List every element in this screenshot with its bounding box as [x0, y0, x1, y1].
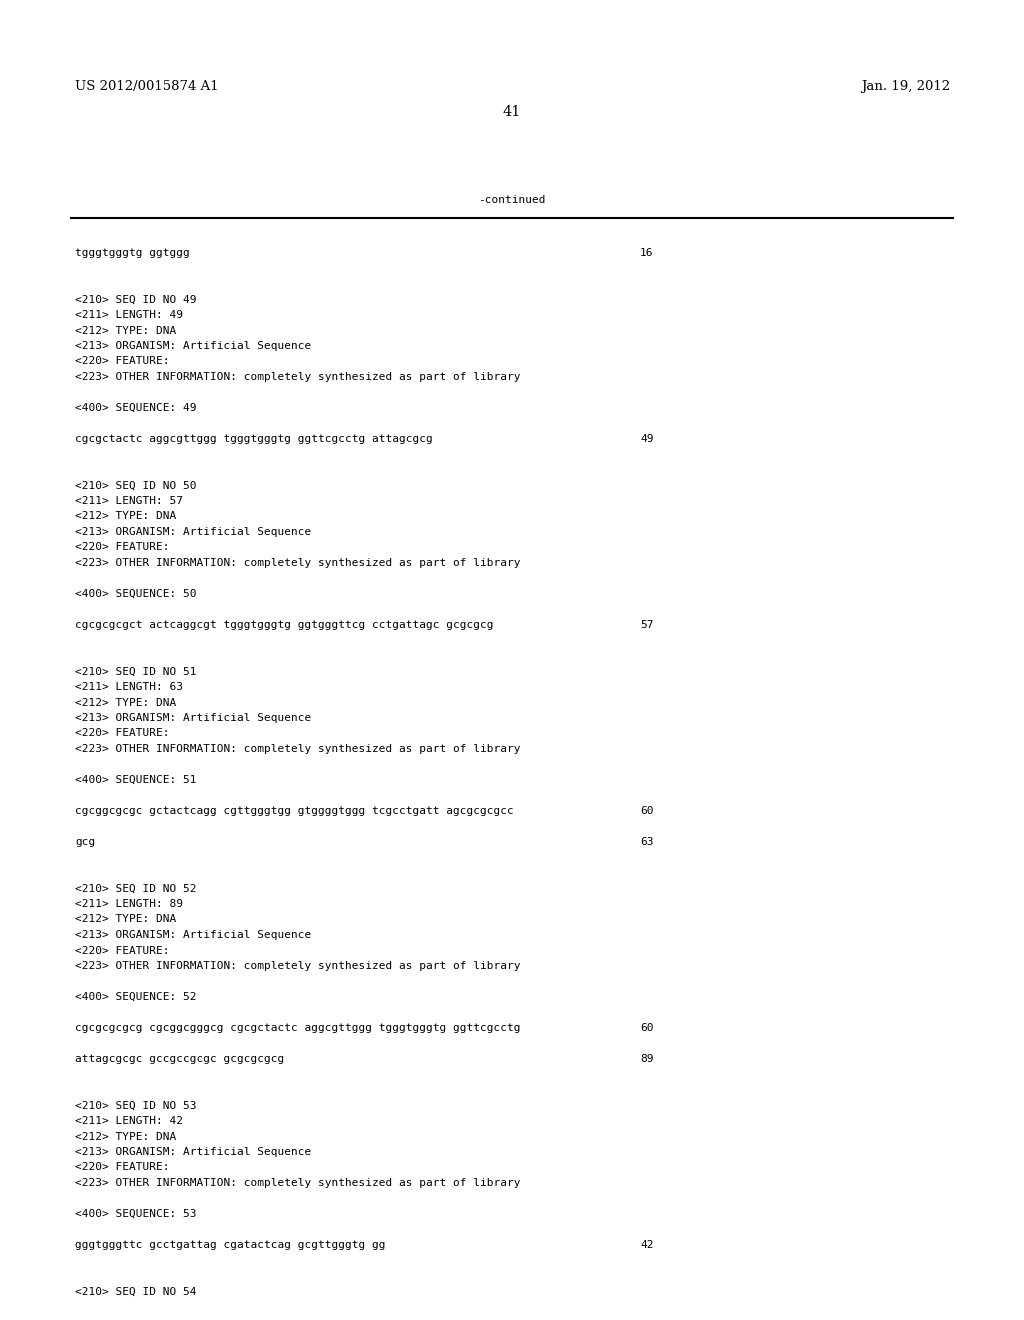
- Text: <223> OTHER INFORMATION: completely synthesized as part of library: <223> OTHER INFORMATION: completely synt…: [75, 961, 520, 972]
- Text: <212> TYPE: DNA: <212> TYPE: DNA: [75, 915, 176, 924]
- Text: <223> OTHER INFORMATION: completely synthesized as part of library: <223> OTHER INFORMATION: completely synt…: [75, 372, 520, 381]
- Text: <210> SEQ ID NO 49: <210> SEQ ID NO 49: [75, 294, 197, 305]
- Text: cgcgctactc aggcgttggg tgggtgggtg ggttcgcctg attagcgcg: cgcgctactc aggcgttggg tgggtgggtg ggttcgc…: [75, 434, 433, 444]
- Text: 89: 89: [640, 1053, 653, 1064]
- Text: cgcgcgcgcg cgcggcgggcg cgcgctactc aggcgttggg tgggtgggtg ggttcgcctg: cgcgcgcgcg cgcggcgggcg cgcgctactc aggcgt…: [75, 1023, 520, 1034]
- Text: <223> OTHER INFORMATION: completely synthesized as part of library: <223> OTHER INFORMATION: completely synt…: [75, 1177, 520, 1188]
- Text: <213> ORGANISM: Artificial Sequence: <213> ORGANISM: Artificial Sequence: [75, 527, 311, 537]
- Text: <223> OTHER INFORMATION: completely synthesized as part of library: <223> OTHER INFORMATION: completely synt…: [75, 558, 520, 568]
- Text: <210> SEQ ID NO 53: <210> SEQ ID NO 53: [75, 1101, 197, 1110]
- Text: <213> ORGANISM: Artificial Sequence: <213> ORGANISM: Artificial Sequence: [75, 1147, 311, 1158]
- Text: <220> FEATURE:: <220> FEATURE:: [75, 945, 170, 956]
- Text: <210> SEQ ID NO 52: <210> SEQ ID NO 52: [75, 883, 197, 894]
- Text: gggtgggttc gcctgattag cgatactcag gcgttgggtg gg: gggtgggttc gcctgattag cgatactcag gcgttgg…: [75, 1239, 385, 1250]
- Text: <400> SEQUENCE: 52: <400> SEQUENCE: 52: [75, 993, 197, 1002]
- Text: 49: 49: [640, 434, 653, 444]
- Text: <220> FEATURE:: <220> FEATURE:: [75, 543, 170, 553]
- Text: 63: 63: [640, 837, 653, 847]
- Text: <210> SEQ ID NO 51: <210> SEQ ID NO 51: [75, 667, 197, 676]
- Text: gcg: gcg: [75, 837, 95, 847]
- Text: <213> ORGANISM: Artificial Sequence: <213> ORGANISM: Artificial Sequence: [75, 341, 311, 351]
- Text: <400> SEQUENCE: 50: <400> SEQUENCE: 50: [75, 589, 197, 599]
- Text: 42: 42: [640, 1239, 653, 1250]
- Text: <220> FEATURE:: <220> FEATURE:: [75, 1163, 170, 1172]
- Text: attagcgcgc gccgccgcgc gcgcgcgcg: attagcgcgc gccgccgcgc gcgcgcgcg: [75, 1053, 285, 1064]
- Text: <211> LENGTH: 42: <211> LENGTH: 42: [75, 1115, 183, 1126]
- Text: -continued: -continued: [478, 195, 546, 205]
- Text: <212> TYPE: DNA: <212> TYPE: DNA: [75, 1131, 176, 1142]
- Text: <220> FEATURE:: <220> FEATURE:: [75, 356, 170, 367]
- Text: 57: 57: [640, 620, 653, 630]
- Text: <213> ORGANISM: Artificial Sequence: <213> ORGANISM: Artificial Sequence: [75, 931, 311, 940]
- Text: <220> FEATURE:: <220> FEATURE:: [75, 729, 170, 738]
- Text: <211> LENGTH: 89: <211> LENGTH: 89: [75, 899, 183, 909]
- Text: <400> SEQUENCE: 51: <400> SEQUENCE: 51: [75, 775, 197, 785]
- Text: <400> SEQUENCE: 53: <400> SEQUENCE: 53: [75, 1209, 197, 1218]
- Text: cgcgcgcgct actcaggcgt tgggtgggtg ggtgggttcg cctgattagc gcgcgcg: cgcgcgcgct actcaggcgt tgggtgggtg ggtgggt…: [75, 620, 494, 630]
- Text: <212> TYPE: DNA: <212> TYPE: DNA: [75, 326, 176, 335]
- Text: cgcggcgcgc gctactcagg cgttgggtgg gtggggtggg tcgcctgatt agcgcgcgcc: cgcggcgcgc gctactcagg cgttgggtgg gtggggt…: [75, 807, 514, 816]
- Text: <210> SEQ ID NO 50: <210> SEQ ID NO 50: [75, 480, 197, 491]
- Text: <213> ORGANISM: Artificial Sequence: <213> ORGANISM: Artificial Sequence: [75, 713, 311, 723]
- Text: <400> SEQUENCE: 49: <400> SEQUENCE: 49: [75, 403, 197, 413]
- Text: US 2012/0015874 A1: US 2012/0015874 A1: [75, 81, 219, 92]
- Text: <211> LENGTH: 57: <211> LENGTH: 57: [75, 496, 183, 506]
- Text: 16: 16: [640, 248, 653, 257]
- Text: <212> TYPE: DNA: <212> TYPE: DNA: [75, 511, 176, 521]
- Text: <223> OTHER INFORMATION: completely synthesized as part of library: <223> OTHER INFORMATION: completely synt…: [75, 744, 520, 754]
- Text: tgggtgggtg ggtggg: tgggtgggtg ggtggg: [75, 248, 189, 257]
- Text: 41: 41: [503, 106, 521, 119]
- Text: <211> LENGTH: 49: <211> LENGTH: 49: [75, 310, 183, 319]
- Text: <210> SEQ ID NO 54: <210> SEQ ID NO 54: [75, 1287, 197, 1296]
- Text: 60: 60: [640, 807, 653, 816]
- Text: 60: 60: [640, 1023, 653, 1034]
- Text: Jan. 19, 2012: Jan. 19, 2012: [861, 81, 950, 92]
- Text: <212> TYPE: DNA: <212> TYPE: DNA: [75, 697, 176, 708]
- Text: <211> LENGTH: 63: <211> LENGTH: 63: [75, 682, 183, 692]
